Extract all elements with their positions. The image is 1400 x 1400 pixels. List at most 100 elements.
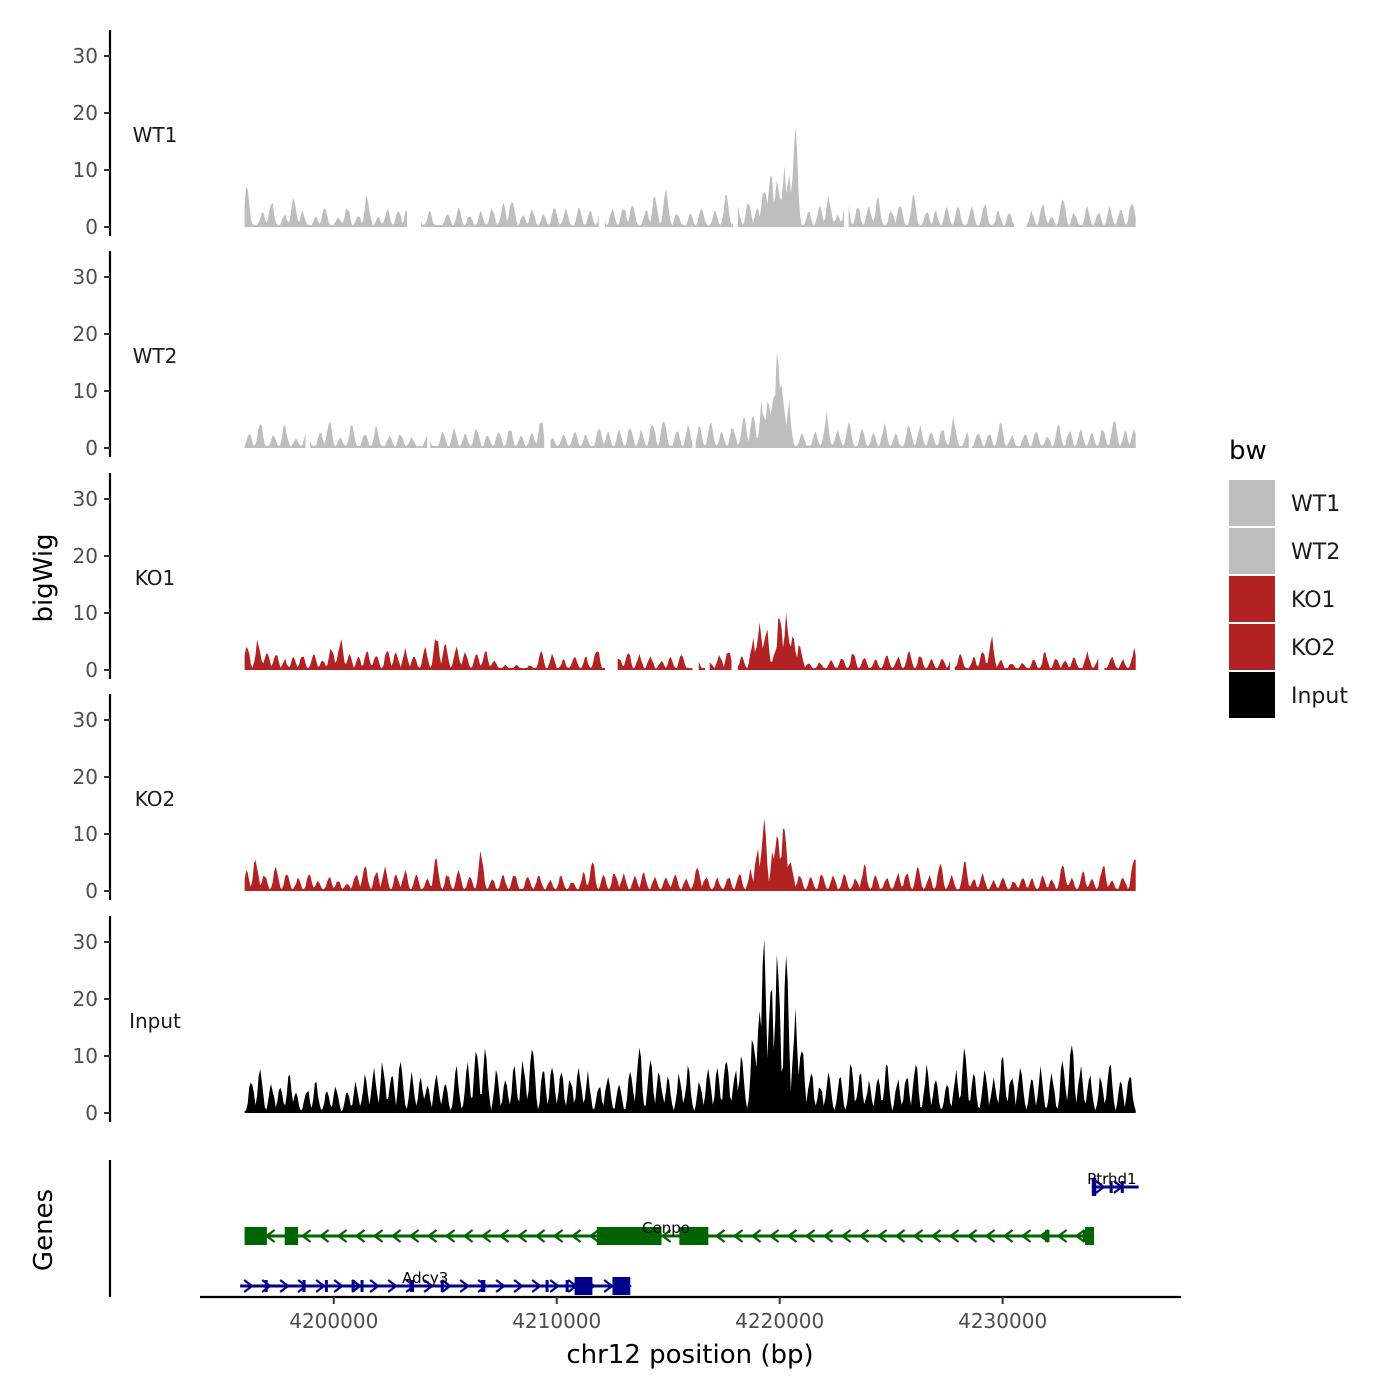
track-label-wt1: WT1 xyxy=(133,123,178,147)
coverage-area-wt2 xyxy=(971,420,1136,448)
strand-arrow xyxy=(462,1229,474,1243)
y-tick-label: 10 xyxy=(73,822,98,846)
legend-swatch-input xyxy=(1229,672,1275,718)
strand-arrow xyxy=(405,1279,416,1293)
gene-exon xyxy=(1044,1230,1050,1242)
strand-arrow xyxy=(336,1229,348,1243)
coverage-area-wt1 xyxy=(737,126,844,227)
gene-ptrhd1: Ptrhd1 xyxy=(1087,1170,1139,1196)
y-tick-label: 20 xyxy=(73,987,98,1011)
strand-arrow xyxy=(516,1229,528,1243)
y-tick-label: 30 xyxy=(73,708,98,732)
gene-exon xyxy=(244,1227,267,1245)
coverage-area-wt1 xyxy=(420,202,599,227)
strand-arrow xyxy=(534,1229,546,1243)
strand-arrow xyxy=(858,1229,870,1243)
gene-label-adcy3: Adcy3 xyxy=(402,1269,448,1287)
coverage-panels: 0 10 20 30 WT1 0 10 20 30 WT2 0 10 20 30 KO1 0 10 20 30 KO2… xyxy=(73,30,1136,1125)
strand-arrow xyxy=(390,1229,402,1243)
y-tick-label: 0 xyxy=(85,1101,98,1125)
y-tick-label: 0 xyxy=(85,436,98,460)
legend-swatch-wt2 xyxy=(1229,528,1275,574)
coverage-area-wt2 xyxy=(430,421,545,448)
y-tick-label: 30 xyxy=(73,265,98,289)
strand-arrow xyxy=(333,1279,344,1293)
strand-arrow xyxy=(372,1229,384,1243)
strand-arrow xyxy=(279,1279,290,1293)
coverage-area-ko2 xyxy=(244,818,1136,891)
x-tick-label: 4200000 xyxy=(289,1309,378,1333)
y-tick-label: 0 xyxy=(85,215,98,239)
strand-arrow xyxy=(1074,1229,1086,1243)
y-tick-label: 10 xyxy=(73,379,98,403)
strand-arrow xyxy=(570,1229,582,1243)
strand-arrow xyxy=(732,1229,744,1243)
x-tick-label: 4220000 xyxy=(735,1309,824,1333)
strand-arrow xyxy=(714,1229,726,1243)
strand-arrow xyxy=(477,1279,488,1293)
strand-arrow xyxy=(930,1229,942,1243)
coverage-area-input xyxy=(244,939,1136,1113)
strand-arrow xyxy=(750,1229,762,1243)
coverage-area-ko1 xyxy=(954,636,1099,670)
strand-arrow xyxy=(243,1279,254,1293)
strand-arrow xyxy=(603,1279,614,1293)
gene-exon xyxy=(360,1280,364,1292)
strand-arrow xyxy=(588,1229,600,1243)
gene-exon xyxy=(1109,1181,1113,1193)
strand-arrow xyxy=(297,1279,308,1293)
coverage-area-wt1 xyxy=(244,186,407,227)
legend-label-wt1: WT1 xyxy=(1291,492,1340,517)
y-tick-label: 0 xyxy=(85,879,98,903)
track-label-ko2: KO2 xyxy=(135,787,176,811)
x-tick-label: 4210000 xyxy=(512,1309,601,1333)
gene-exon xyxy=(302,1280,306,1292)
coverage-area-wt2 xyxy=(244,424,306,448)
coverage-area-ko1 xyxy=(617,653,693,670)
strand-arrow xyxy=(318,1229,330,1243)
legend-title: bw xyxy=(1229,436,1267,466)
strand-arrow xyxy=(459,1279,470,1293)
strand-arrow xyxy=(441,1279,452,1293)
y-tick-label: 30 xyxy=(73,44,98,68)
strand-arrow xyxy=(549,1279,560,1293)
legend-label-wt2: WT2 xyxy=(1291,540,1340,565)
strand-arrow xyxy=(948,1229,960,1243)
coverage-area-ko1 xyxy=(1104,647,1136,670)
strand-arrow xyxy=(495,1279,506,1293)
strand-arrow xyxy=(894,1229,906,1243)
gene-exon xyxy=(574,1277,593,1295)
strand-arrow xyxy=(300,1229,312,1243)
strand-arrow xyxy=(480,1229,492,1243)
coverage-area-ko1 xyxy=(698,661,705,670)
gene-exon xyxy=(565,1280,569,1292)
track-label-wt2: WT2 xyxy=(133,344,178,368)
legend-label-ko1: KO1 xyxy=(1291,588,1336,613)
strand-arrow xyxy=(876,1229,888,1243)
y-tick-label: 20 xyxy=(73,101,98,125)
strand-arrow xyxy=(822,1229,834,1243)
legend: bw WT1 WT2 KO1 KO2 Input xyxy=(1229,436,1348,718)
gene-exon xyxy=(612,1277,631,1295)
strand-arrow xyxy=(315,1279,326,1293)
legend-swatch-wt1 xyxy=(1229,480,1275,526)
strand-arrow xyxy=(354,1229,366,1243)
strand-arrow xyxy=(423,1279,434,1293)
strand-arrow xyxy=(444,1229,456,1243)
x-axis-title: chr12 position (bp) xyxy=(566,1340,813,1370)
genes-panel: Ptrhd1 Cenpo Adcy3 xyxy=(108,1160,1139,1297)
y-tick-label: 30 xyxy=(73,930,98,954)
track-panel-wt2: 0 10 20 30 WT2 xyxy=(73,251,1136,460)
y-axis-title: bigWig xyxy=(29,533,59,622)
y-tick-label: 20 xyxy=(73,322,98,346)
legend-label-input: Input xyxy=(1291,684,1348,709)
strand-arrow xyxy=(966,1229,978,1243)
gene-exon xyxy=(1120,1181,1124,1193)
gene-exon xyxy=(1085,1227,1095,1245)
strand-arrow xyxy=(1095,1180,1106,1194)
strand-arrow xyxy=(912,1229,924,1243)
coverage-area-ko1 xyxy=(737,612,950,670)
strand-arrow xyxy=(804,1229,816,1243)
strand-arrow xyxy=(513,1279,524,1293)
strand-arrow xyxy=(840,1229,852,1243)
